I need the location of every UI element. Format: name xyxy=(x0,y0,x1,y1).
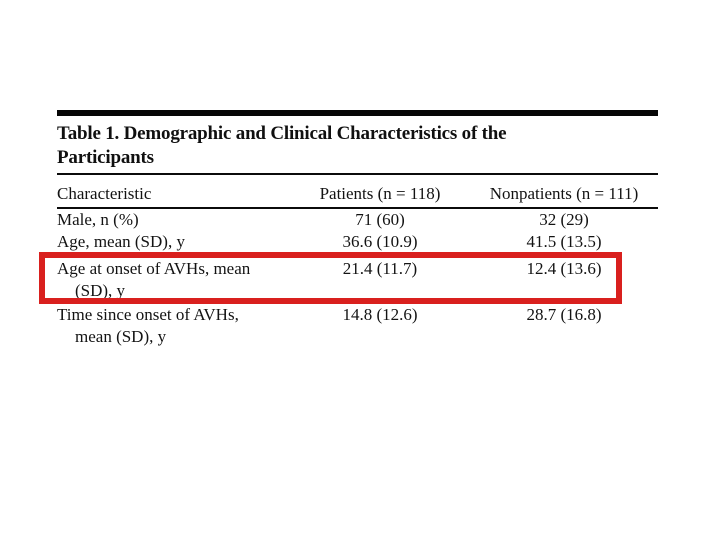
highlight-box xyxy=(39,252,622,304)
row-label-line2: (SD), y xyxy=(75,281,126,300)
row-label-line2: mean (SD), y xyxy=(75,327,167,346)
patients-value: 36.6 (10.9) xyxy=(342,232,418,251)
table-title-line1: Table 1. Demographic and Clinical Charac… xyxy=(57,123,507,144)
table-title: Table 1. Demographic and Clinical Charac… xyxy=(57,122,637,170)
patients-value: 21.4 (11.7) xyxy=(342,259,418,278)
title-separator-rule xyxy=(57,173,658,175)
table-top-rule xyxy=(57,110,658,116)
patients-value: 14.8 (12.6) xyxy=(342,305,418,324)
row-label: Age at onset of AVHs, mean (SD), y xyxy=(57,258,250,302)
table-title-line2: Participants xyxy=(57,147,154,168)
row-label-line1: Age at onset of AVHs, mean xyxy=(57,259,251,278)
column-header-characteristic: Characteristic xyxy=(57,184,152,203)
row-label-line1: Time since onset of AVHs, xyxy=(57,305,239,324)
nonpatients-value: 41.5 (13.5) xyxy=(526,232,602,251)
header-separator-rule xyxy=(57,207,658,209)
nonpatients-value: 28.7 (16.8) xyxy=(526,305,602,324)
column-header-nonpatients: Nonpatients (n = 111) xyxy=(489,184,639,203)
row-label: Male, n (%) xyxy=(57,210,139,229)
nonpatients-value: 12.4 (13.6) xyxy=(526,259,602,278)
nonpatients-value: 32 (29) xyxy=(539,210,589,229)
row-label: Time since onset of AVHs, mean (SD), y xyxy=(57,304,239,348)
row-label: Age, mean (SD), y xyxy=(57,232,185,251)
patients-value: 71 (60) xyxy=(355,210,405,229)
column-header-patients: Patients (n = 118) xyxy=(319,184,441,203)
